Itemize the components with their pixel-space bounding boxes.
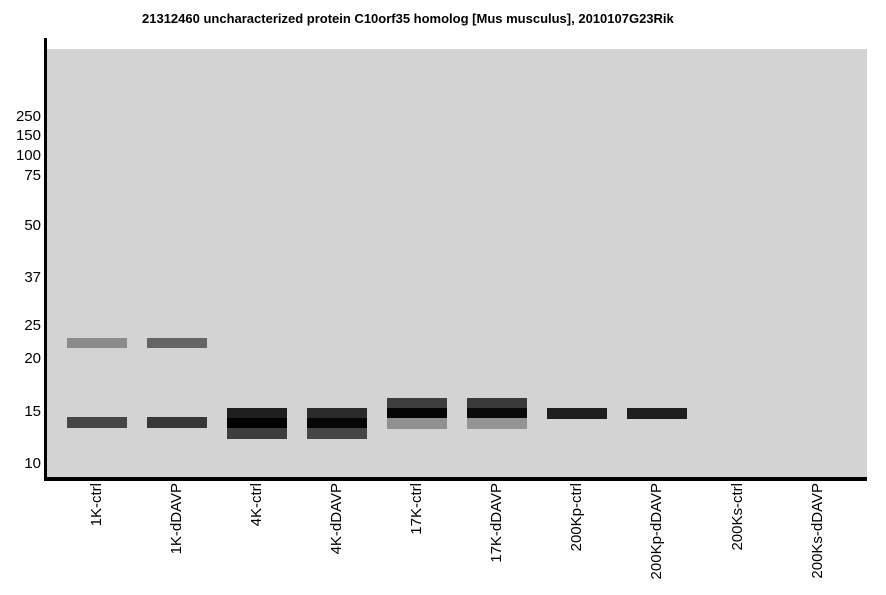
y-axis-line — [44, 38, 47, 481]
band-4K-ctrl-14kda — [227, 408, 287, 418]
band-17K-ctrl-15kda — [387, 418, 447, 429]
band-17K-dDAVP-15kda — [467, 418, 527, 429]
band-4K-ctrl-14kda — [227, 418, 287, 428]
band-200Kp-ctrl-15kda — [547, 408, 607, 419]
lane-label-4K-ctrl: 4K-ctrl — [248, 483, 265, 527]
band-4K-dDAVP-14kda — [307, 418, 367, 428]
mw-marker-150: 150 — [15, 127, 41, 144]
mw-marker-100: 100 — [15, 147, 41, 164]
band-17K-ctrl-15kda — [387, 408, 447, 418]
mw-marker-20: 20 — [24, 350, 41, 367]
band-4K-ctrl-14kda — [227, 428, 287, 439]
lane-label-4K-dDAVP: 4K-dDAVP — [328, 483, 345, 555]
mw-marker-75: 75 — [24, 167, 41, 184]
band-4K-dDAVP-14kda — [307, 428, 367, 439]
figure-title: 21312460 uncharacterized protein C10orf3… — [142, 11, 674, 26]
x-axis-line — [44, 477, 867, 481]
lane-label-17K-dDAVP: 17K-dDAVP — [488, 483, 505, 563]
lane-label-17K-ctrl: 17K-ctrl — [408, 483, 425, 535]
mw-marker-10: 10 — [24, 455, 41, 472]
lane-label-200Ks-ctrl: 200Ks-ctrl — [729, 483, 746, 551]
mw-marker-50: 50 — [24, 217, 41, 234]
mw-marker-37: 37 — [24, 269, 41, 286]
band-1K-dDAVP-22kda — [147, 338, 207, 348]
band-1K-ctrl-22kda — [67, 338, 127, 348]
lane-label-200Kp-dDAVP: 200Kp-dDAVP — [648, 483, 665, 580]
lane-label-200Kp-ctrl: 200Kp-ctrl — [568, 483, 585, 552]
band-4K-dDAVP-14kda — [307, 408, 367, 418]
lane-label-1K-ctrl: 1K-ctrl — [88, 483, 105, 527]
mw-marker-25: 25 — [24, 317, 41, 334]
lane-label-1K-dDAVP: 1K-dDAVP — [168, 483, 185, 555]
mw-marker-15: 15 — [24, 403, 41, 420]
band-1K-dDAVP-14kda — [147, 417, 207, 428]
lane-label-200Ks-dDAVP: 200Ks-dDAVP — [809, 483, 826, 579]
band-17K-ctrl-15kda — [387, 398, 447, 408]
band-200Kp-dDAVP-15kda — [627, 408, 687, 419]
band-1K-ctrl-14kda — [67, 417, 127, 428]
plot-area — [47, 49, 867, 477]
band-17K-dDAVP-15kda — [467, 408, 527, 418]
band-17K-dDAVP-15kda — [467, 398, 527, 408]
mw-marker-250: 250 — [15, 108, 41, 125]
